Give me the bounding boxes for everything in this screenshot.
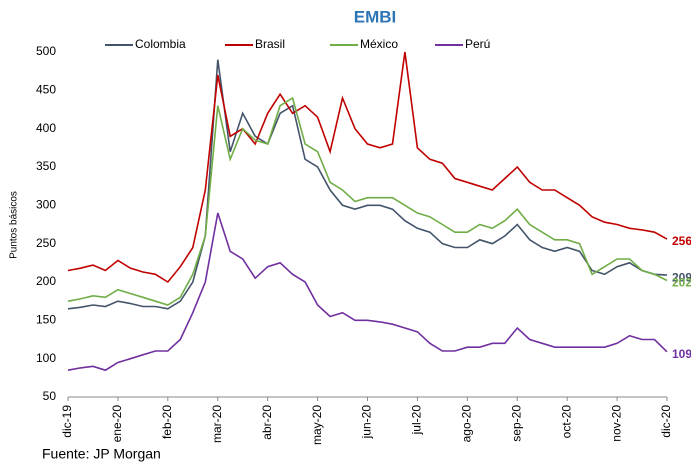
end-label: 209 <box>672 270 691 284</box>
x-tick-label: jul-20 <box>410 405 424 436</box>
x-tick-label: ago-20 <box>460 405 474 443</box>
end-label: 109 <box>672 347 691 361</box>
x-tick-label: sep-20 <box>509 405 523 442</box>
legend-label: Brasil <box>255 37 285 51</box>
x-tick-label: dic-20 <box>659 405 673 438</box>
end-label: 256 <box>672 234 691 248</box>
x-tick-label: oct-20 <box>559 405 573 439</box>
y-tick-label: 200 <box>36 274 56 288</box>
y-tick-label: 100 <box>36 351 56 365</box>
chart-title: EMBI <box>354 7 397 26</box>
y-tick-label: 400 <box>36 121 56 135</box>
legend-label: Perú <box>465 37 490 51</box>
legend-label: México <box>360 37 398 51</box>
x-tick-label: mar-20 <box>210 405 224 443</box>
x-tick-label: abr-20 <box>260 405 274 440</box>
y-tick-label: 300 <box>36 198 56 212</box>
end-label: 202 <box>672 276 691 290</box>
y-tick-label: 450 <box>36 83 56 97</box>
legend-label: Colombia <box>135 37 186 51</box>
series-line <box>67 96 668 306</box>
x-tick-label: nov-20 <box>609 405 623 442</box>
x-tick-label: feb-20 <box>160 405 174 439</box>
x-tick-label: ene-20 <box>110 405 124 443</box>
series-line <box>67 212 668 372</box>
x-tick-label: jun-20 <box>360 405 374 440</box>
y-tick-label: 500 <box>36 44 56 58</box>
y-axis-label: Puntos básicos <box>9 191 20 259</box>
x-tick-label: may-20 <box>310 405 324 445</box>
source: Fuente: JP Morgan <box>42 446 161 462</box>
y-tick-label: 350 <box>36 159 56 173</box>
series-line <box>67 59 668 310</box>
y-tick-label: 50 <box>43 389 57 403</box>
x-tick-label: dic-19 <box>60 405 74 438</box>
y-tick-label: 150 <box>36 313 56 327</box>
series-line <box>67 51 668 284</box>
y-tick-label: 250 <box>36 236 56 250</box>
